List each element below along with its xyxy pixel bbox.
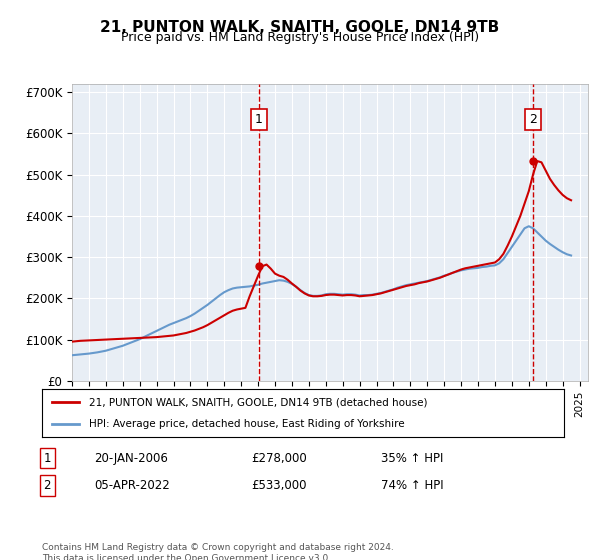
- Text: 35% ↑ HPI: 35% ↑ HPI: [382, 451, 443, 465]
- Text: 2: 2: [43, 479, 51, 492]
- Text: Contains HM Land Registry data © Crown copyright and database right 2024.
This d: Contains HM Land Registry data © Crown c…: [42, 543, 394, 560]
- Text: 05-APR-2022: 05-APR-2022: [94, 479, 170, 492]
- Text: 2: 2: [529, 113, 537, 126]
- Text: Price paid vs. HM Land Registry's House Price Index (HPI): Price paid vs. HM Land Registry's House …: [121, 31, 479, 44]
- Text: 20-JAN-2006: 20-JAN-2006: [94, 451, 168, 465]
- Text: 21, PUNTON WALK, SNAITH, GOOLE, DN14 9TB: 21, PUNTON WALK, SNAITH, GOOLE, DN14 9TB: [100, 20, 500, 35]
- Text: HPI: Average price, detached house, East Riding of Yorkshire: HPI: Average price, detached house, East…: [89, 419, 404, 429]
- Text: 74% ↑ HPI: 74% ↑ HPI: [382, 479, 444, 492]
- Text: £533,000: £533,000: [251, 479, 307, 492]
- Text: 1: 1: [43, 451, 51, 465]
- Text: 21, PUNTON WALK, SNAITH, GOOLE, DN14 9TB (detached house): 21, PUNTON WALK, SNAITH, GOOLE, DN14 9TB…: [89, 397, 427, 407]
- Text: £278,000: £278,000: [251, 451, 307, 465]
- Text: 1: 1: [255, 113, 263, 126]
